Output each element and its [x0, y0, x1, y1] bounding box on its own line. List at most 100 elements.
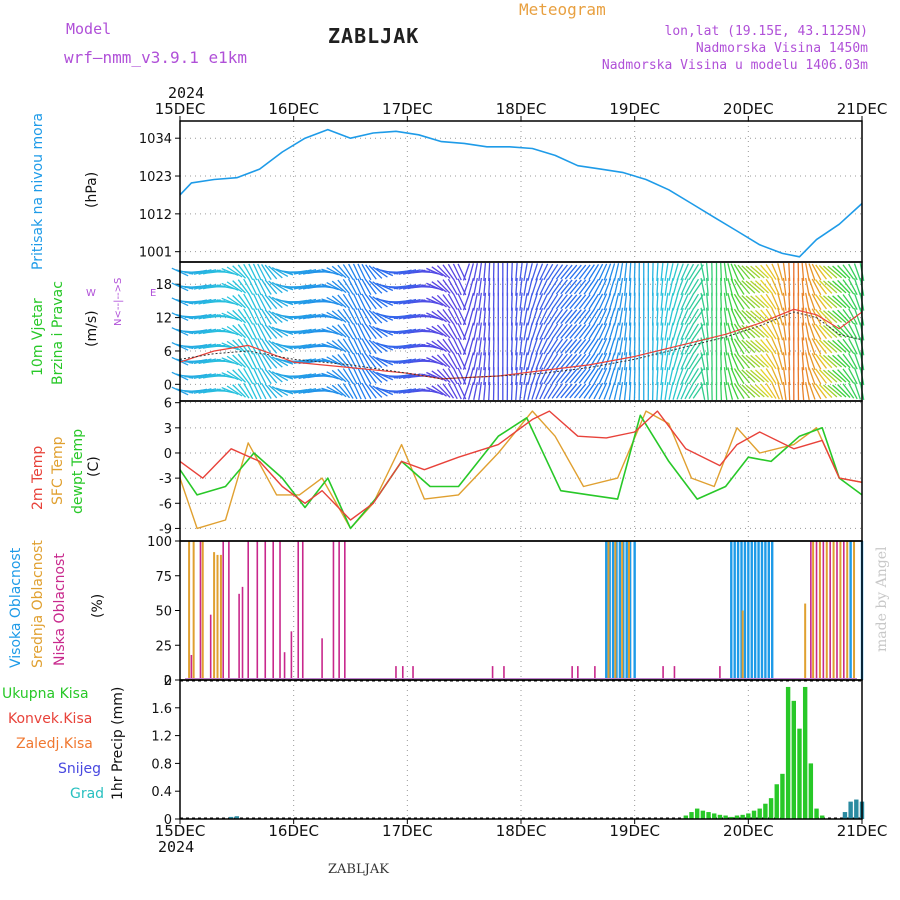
- wind-arrow: [555, 294, 568, 310]
- cloud-bar-low: [571, 666, 573, 680]
- wind-arrow: [551, 383, 564, 399]
- wind-arrow: [700, 277, 706, 296]
- wind-arrow: [189, 314, 208, 319]
- cloud-bar-low: [199, 541, 202, 680]
- wind-arrow: [672, 292, 679, 311]
- wind-arrow: [473, 263, 478, 281]
- wind-arrow: [598, 278, 608, 296]
- wind-arrow: [608, 322, 616, 341]
- wind-arrow: [741, 309, 756, 324]
- wind-arrow: [515, 262, 518, 282]
- wind-arrow: [628, 352, 632, 371]
- wind-arrow: [352, 352, 362, 370]
- wind-arrow: [535, 337, 544, 355]
- precip-bar-total: [797, 728, 802, 819]
- wind-arrow: [198, 358, 217, 365]
- cloud-bar-low: [283, 652, 286, 680]
- wind-arrow: [237, 368, 250, 384]
- wind-arrow: [588, 368, 600, 385]
- wind-arrow: [727, 307, 734, 326]
- wind-arrow: [436, 324, 451, 339]
- wind-arrow: [805, 263, 810, 281]
- wind-arrow: [608, 278, 616, 296]
- wind-arrow: [237, 264, 250, 280]
- wind-arrow: [368, 309, 383, 324]
- wind-arrow: [352, 337, 362, 355]
- wind-arrow: [723, 322, 728, 341]
- wind-arrow: [853, 322, 862, 341]
- cloud-bar-low: [503, 666, 505, 680]
- wind-arrow: [527, 292, 533, 311]
- model-name: wrf—nmm_v3.9.1 e1km: [64, 48, 248, 67]
- wind-arrow: [760, 309, 773, 324]
- wind-arrow: [564, 294, 578, 310]
- y-tick-label: 1023: [139, 170, 172, 185]
- cloud-bar-high: [736, 541, 740, 680]
- wind-arrow: [705, 381, 709, 401]
- cloud-bar-high: [608, 541, 611, 680]
- wind-arrow: [527, 352, 533, 371]
- wind-arrow: [243, 353, 254, 370]
- wind-arrow: [393, 284, 412, 290]
- wind-arrow: [539, 337, 549, 355]
- precip-bar-total: [802, 686, 808, 819]
- wind-arrow: [447, 338, 458, 355]
- wind-arrow: [827, 280, 843, 294]
- wind-arrow: [788, 337, 791, 356]
- wind-arrow: [226, 266, 243, 278]
- wind-arrow: [331, 325, 347, 338]
- wind-arrow: [623, 292, 628, 311]
- cloud-bar-high: [757, 541, 760, 680]
- y-tick-label: 0: [164, 674, 172, 689]
- wind-arrow: [189, 299, 208, 305]
- wind-arrow: [232, 295, 247, 309]
- cloud-bar-mid: [825, 541, 828, 680]
- wind-arrow: [569, 309, 582, 324]
- cloud-bar-high: [622, 541, 625, 680]
- wind-arrow: [337, 294, 351, 310]
- y-tick-label: -3: [159, 472, 172, 487]
- cloud-bar-low: [238, 593, 240, 680]
- wind-arrow: [462, 278, 471, 296]
- cloud-bar-low: [395, 666, 397, 680]
- wind-arrow: [198, 373, 217, 380]
- wind-arrow: [608, 307, 616, 326]
- x-tick-label-bottom: 20DEC: [723, 822, 774, 840]
- data-layer: [179, 128, 865, 819]
- wind-arrow: [603, 293, 612, 311]
- wind-arrow: [750, 340, 765, 353]
- wind-arrow: [467, 292, 474, 311]
- wind-arrow: [473, 337, 478, 356]
- wind-arrow: [403, 269, 421, 275]
- wind-arrow: [298, 328, 317, 335]
- wind-arrow: [815, 264, 827, 280]
- y-tick-label: 100: [147, 535, 172, 550]
- wind-arrow: [564, 353, 578, 369]
- wind-arrow: [467, 382, 474, 400]
- wind-arrow: [573, 368, 587, 384]
- wind-arrow: [248, 308, 258, 325]
- wind-arrow: [656, 262, 659, 282]
- wind-arrow: [337, 383, 351, 399]
- wind-arrow: [823, 384, 838, 398]
- wind-arrow: [361, 323, 372, 340]
- wind-arrow: [664, 337, 669, 356]
- wind-arrow: [547, 308, 559, 325]
- wind-arrow: [705, 277, 709, 296]
- wind-arrow: [543, 382, 554, 400]
- wind-arrow: [252, 337, 262, 355]
- wind-arrow: [467, 337, 474, 356]
- wind-arrow: [569, 353, 582, 369]
- wind-arrow: [777, 278, 784, 296]
- dewpt-temp-line: [179, 414, 863, 530]
- wind-arrow: [436, 369, 451, 383]
- wind-arrow: [237, 353, 250, 369]
- wind-arrow: [539, 308, 549, 326]
- wind-arrow: [811, 323, 822, 340]
- wind-arrow: [361, 308, 372, 325]
- cloud-bar-high: [740, 541, 743, 680]
- wind-arrow: [618, 263, 624, 281]
- wind-arrow: [837, 279, 851, 294]
- wind-arrow: [777, 322, 784, 341]
- wind-arrow: [462, 263, 471, 281]
